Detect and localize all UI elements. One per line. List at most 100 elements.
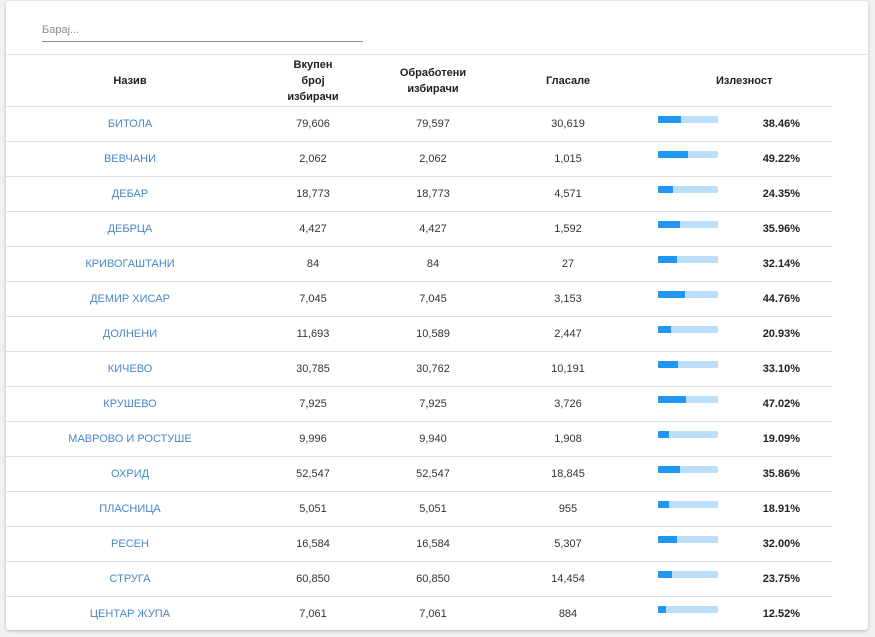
municipality-link[interactable]: ДЕБАР (111, 188, 149, 200)
processed-voters-cell: 30,762 (416, 363, 450, 375)
table-row[interactable]: БИТОЛА 79,606 79,597 30,619 38.46% (6, 107, 832, 142)
turnout-percent: 35.86% (762, 468, 800, 480)
table-row[interactable]: ВЕВЧАНИ 2,062 2,062 1,015 49.22% (6, 142, 832, 177)
turnout-cell: 19.09% (642, 422, 832, 456)
municipality-cell: ДЕБАР (6, 177, 254, 211)
municipality-cell: ДОЛНЕНИ (6, 317, 254, 351)
processed-voters-cell: 7,045 (419, 293, 447, 305)
turnout-percent: 32.14% (762, 258, 800, 270)
table-body: БИТОЛА 79,606 79,597 30,619 38.46% ВЕВЧАНИ 2,0… (6, 107, 832, 630)
municipality-link[interactable]: ОХРИД (110, 468, 150, 480)
total-voters-cell: 18,773 (296, 188, 330, 200)
municipality-link[interactable]: ЦЕНТАР ЖУПА (89, 608, 171, 620)
table-row[interactable]: ДЕБРЦА 4,427 4,427 1,592 35.96% (6, 212, 832, 247)
turnout-progress-bar (658, 291, 718, 298)
table-row[interactable]: РЕСЕН 16,584 16,584 5,307 32.00% (6, 527, 832, 562)
municipality-cell: ОХРИД (6, 457, 254, 491)
search-input[interactable] (42, 19, 363, 41)
table-header: Назив Вкупен број избирачи Обработени из… (6, 55, 832, 107)
municipality-link[interactable]: КИЧЕВО (107, 363, 153, 375)
table-row[interactable]: КРУШЕВО 7,925 7,925 3,726 47.02% (6, 387, 832, 422)
total-voters-cell: 30,785 (296, 363, 330, 375)
voted-cell: 2,447 (554, 328, 582, 340)
results-card: Назив Вкупен број избирачи Обработени из… (6, 1, 868, 630)
turnout-progress-fill (658, 291, 685, 298)
turnout-cell: 12.52% (642, 597, 832, 630)
municipality-link[interactable]: КРУШЕВО (103, 398, 157, 410)
turnout-cell: 44.76% (642, 282, 832, 316)
municipality-cell: ДЕМИР ХИСАР (6, 282, 254, 316)
turnout-percent: 38.46% (762, 118, 800, 130)
total-voters-cell: 79,606 (296, 118, 330, 130)
column-header-name[interactable]: Назив (113, 74, 147, 87)
table-row[interactable]: СТРУГА 60,850 60,850 14,454 23.75% (6, 562, 832, 597)
municipality-link[interactable]: МАВРОВО И РОСТУШЕ (68, 433, 192, 445)
turnout-progress-fill (658, 361, 678, 368)
table-row[interactable]: ДЕМИР ХИСАР 7,045 7,045 3,153 44.76% (6, 282, 832, 317)
turnout-percent: 47.02% (762, 398, 800, 410)
table-row[interactable]: КИЧЕВО 30,785 30,762 10,191 33.10% (6, 352, 832, 387)
column-header-turnout[interactable]: Излезност (716, 74, 773, 87)
table-row[interactable]: ДЕБАР 18,773 18,773 4,571 24.35% (6, 177, 832, 212)
turnout-cell: 23.75% (642, 562, 832, 596)
processed-voters-cell: 60,850 (416, 573, 450, 585)
turnout-progress-bar (658, 186, 718, 193)
processed-voters-cell: 18,773 (416, 188, 450, 200)
processed-voters-cell: 7,061 (419, 608, 447, 620)
voted-cell: 3,153 (554, 293, 582, 305)
municipality-cell: КИЧЕВО (6, 352, 254, 386)
total-voters-cell: 5,051 (299, 503, 327, 515)
municipality-cell: ДЕБРЦА (6, 212, 254, 246)
column-header-processed-voters[interactable]: Обработени избирачи (399, 66, 467, 95)
total-voters-cell: 7,061 (299, 608, 327, 620)
municipality-cell: РЕСЕН (6, 527, 254, 561)
table-row[interactable]: ОХРИД 52,547 52,547 18,845 35.86% (6, 457, 832, 492)
processed-voters-cell: 84 (426, 258, 440, 270)
table-row[interactable]: ДОЛНЕНИ 11,693 10,589 2,447 20.93% (6, 317, 832, 352)
turnout-progress-fill (658, 536, 678, 543)
processed-voters-cell: 4,427 (419, 223, 447, 235)
municipality-link[interactable]: ПЛАСНИЦА (99, 503, 161, 515)
processed-voters-cell: 7,925 (419, 398, 447, 410)
municipality-cell: БИТОЛА (6, 107, 254, 141)
municipality-link[interactable]: ДОЛНЕНИ (102, 328, 158, 340)
turnout-progress-bar (658, 501, 718, 508)
turnout-cell: 47.02% (642, 387, 832, 421)
turnout-progress-fill (658, 501, 670, 508)
municipality-link[interactable]: ДЕМИР ХИСАР (90, 293, 170, 305)
turnout-progress-bar (658, 326, 718, 333)
table-row[interactable]: КРИВОГАШТАНИ 84 84 27 32.14% (6, 247, 832, 282)
table-row[interactable]: ПЛАСНИЦА 5,051 5,051 955 18.91% (6, 492, 832, 527)
voted-cell: 1,908 (554, 433, 582, 445)
municipality-link[interactable]: БИТОЛА (107, 118, 153, 130)
turnout-progress-fill (658, 186, 673, 193)
total-voters-cell: 7,045 (299, 293, 327, 305)
voted-cell: 18,845 (551, 468, 585, 480)
turnout-progress-bar (658, 256, 718, 263)
voted-cell: 14,454 (551, 573, 585, 585)
voted-cell: 3,726 (554, 398, 582, 410)
table-row[interactable]: МАВРОВО И РОСТУШЕ 9,996 9,940 1,908 19.09% (6, 422, 832, 457)
turnout-progress-bar (658, 396, 718, 403)
turnout-cell: 33.10% (642, 352, 832, 386)
column-header-voted[interactable]: Гласале (545, 74, 591, 87)
turnout-progress-bar (658, 151, 718, 158)
total-voters-cell: 60,850 (296, 573, 330, 585)
municipality-link[interactable]: ДЕБРЦА (107, 223, 153, 235)
table-row[interactable]: ЦЕНТАР ЖУПА 7,061 7,061 884 12.52% (6, 597, 832, 630)
total-voters-cell: 4,427 (299, 223, 327, 235)
municipality-link[interactable]: РЕСЕН (111, 538, 149, 550)
turnout-progress-fill (658, 571, 673, 578)
turnout-progress-fill (658, 396, 687, 403)
municipality-link[interactable]: СТРУГА (109, 573, 151, 585)
municipality-link[interactable]: КРИВОГАШТАНИ (85, 258, 175, 270)
turnout-cell: 35.96% (642, 212, 832, 246)
column-header-total-voters[interactable]: Вкупен број избирачи (287, 58, 339, 103)
turnout-cell: 24.35% (642, 177, 832, 211)
search-field[interactable] (42, 19, 363, 42)
municipality-link[interactable]: ВЕВЧАНИ (103, 153, 157, 165)
voted-cell: 10,191 (551, 363, 585, 375)
total-voters-cell: 16,584 (296, 538, 330, 550)
turnout-cell: 18.91% (642, 492, 832, 526)
turnout-progress-fill (658, 256, 678, 263)
